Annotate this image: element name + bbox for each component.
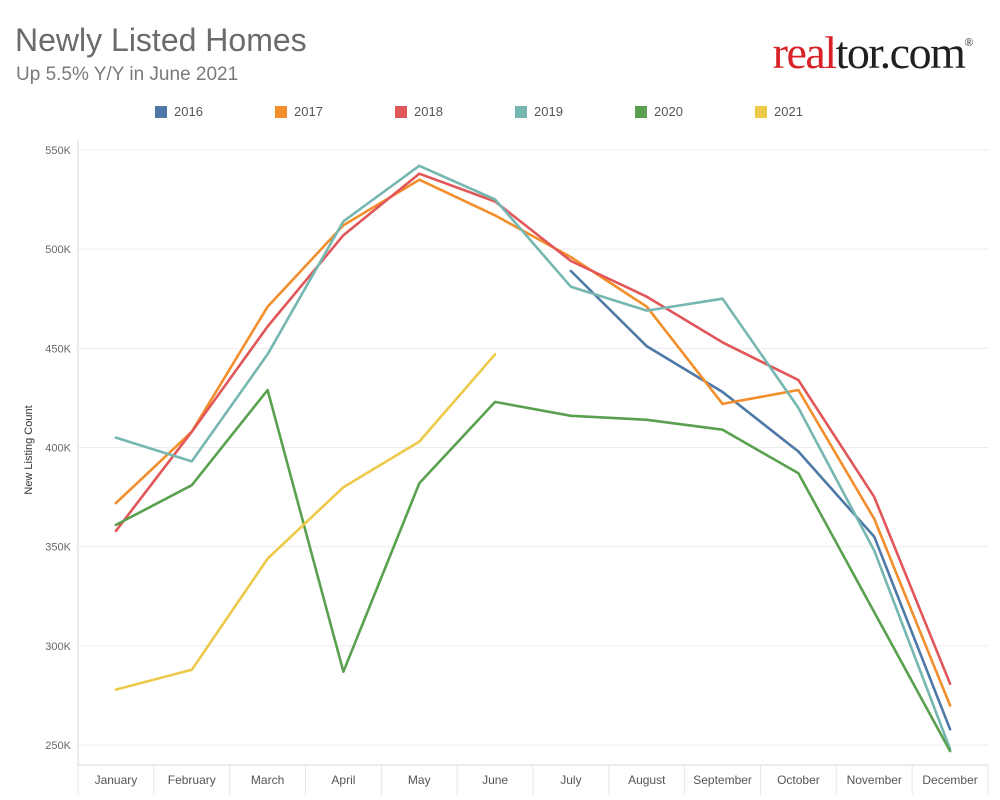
x-tick-label: January [95,773,138,787]
x-tick-label: October [777,773,820,787]
series-line-2017 [114,178,952,707]
legend-item-2021[interactable]: 2021 [755,104,803,119]
logo-text-red: real [772,27,837,78]
chart-title: Newly Listed Homes [15,22,307,58]
y-tick-label: 350K [45,542,71,554]
legend-item-2017[interactable]: 2017 [275,104,323,119]
realtor-logo: realtor.com® [772,27,974,78]
x-tick-label: May [408,773,431,787]
y-tick-label: 400K [45,443,71,455]
x-tick-label: April [331,773,355,787]
series-line-2019 [114,164,952,751]
legend-swatch [635,105,647,118]
y-tick-label: 250K [45,740,71,752]
legend-label: 2016 [174,104,203,119]
legend-label: 2019 [534,104,563,119]
x-tick-label: July [560,773,581,787]
series-line-2018 [114,172,952,685]
legend-swatch [515,105,527,118]
y-tick-label: 500K [45,244,71,256]
x-tick-label: June [482,773,508,787]
legend-label: 2020 [654,104,683,119]
legend-item-2018[interactable]: 2018 [395,104,443,119]
legend-label: 2017 [294,104,323,119]
x-tick-label: March [251,773,284,787]
x-tick-label: December [922,773,977,787]
series-line-2016 [569,269,952,731]
legend-item-2019[interactable]: 2019 [515,104,563,119]
series-line-2020 [114,388,952,753]
registered-mark: ® [964,35,973,49]
x-tick-label: November [847,773,902,787]
y-tick-label: 300K [45,641,71,653]
logo-text-dark: tor.com [835,27,966,78]
x-tick-label: September [693,773,752,787]
legend-item-2020[interactable]: 2020 [635,104,683,119]
x-tick-label: August [628,773,666,787]
legend-swatch [275,105,287,118]
x-tick-label: February [168,773,216,787]
legend-label: 2018 [414,104,443,119]
legend-label: 2021 [774,104,803,119]
legend-item-2016[interactable]: 2016 [155,104,203,119]
legend-swatch [395,105,407,118]
chart-subtitle: Up 5.5% Y/Y in June 2021 [16,64,239,85]
y-tick-label: 450K [45,343,71,355]
legend-swatch [155,105,167,118]
series-line-2021 [114,353,497,691]
legend-swatch [755,105,767,118]
y-axis-label: New Listing Count [23,405,35,494]
y-tick-label: 550K [45,145,71,157]
